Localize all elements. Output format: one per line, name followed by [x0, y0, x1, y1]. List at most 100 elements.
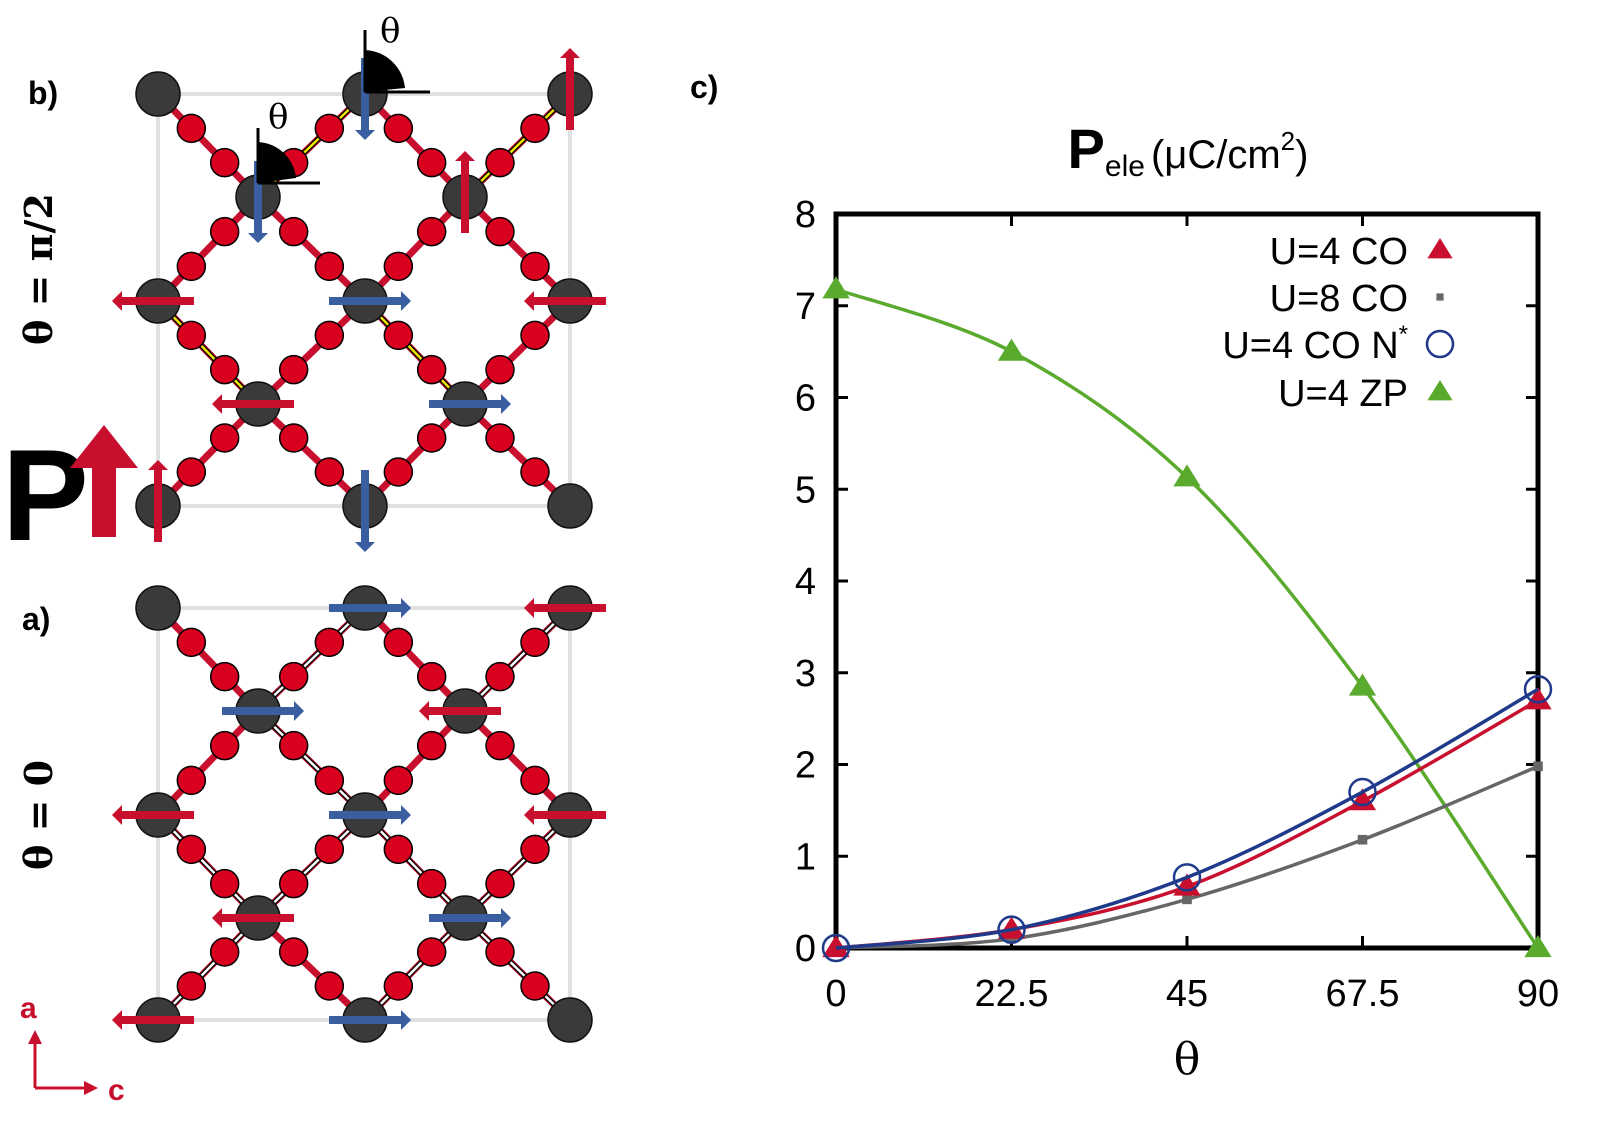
series-1	[822, 687, 1552, 958]
bond	[362, 708, 468, 818]
oxygen-atom	[520, 251, 550, 282]
x-axis: 0 22.5 45 67.5 90	[825, 214, 1559, 1015]
oxygen-atom	[383, 834, 414, 865]
spin-head	[148, 460, 168, 470]
bond	[255, 298, 368, 407]
spin-head	[419, 701, 429, 721]
oxygen-atom	[485, 423, 515, 453]
bond	[362, 194, 468, 304]
oxygen-atom	[485, 354, 515, 385]
data-point	[1357, 834, 1368, 845]
spin-arrows	[112, 48, 606, 552]
oxygen-atom	[314, 971, 345, 1001]
oxygen-atom	[176, 834, 207, 865]
bond	[155, 91, 261, 200]
spin-head	[524, 598, 534, 618]
oxygen-atom	[383, 320, 414, 351]
data-point	[1172, 863, 1202, 892]
oxygen-atom	[209, 354, 240, 385]
oxygen-atoms	[176, 627, 550, 1001]
oxygen-atom	[520, 971, 550, 1001]
polarization-letter: P	[2, 422, 89, 568]
plot-frame	[833, 211, 1541, 951]
spin-head	[212, 908, 222, 928]
oxygen-atoms	[176, 113, 550, 487]
oxygen-atom	[176, 765, 207, 796]
data-point	[1006, 934, 1017, 944]
oxygen-atom	[485, 661, 515, 692]
y-tick-label: 1	[795, 836, 816, 878]
bond	[362, 401, 468, 509]
zigzag-line	[157, 300, 259, 405]
bond	[255, 915, 368, 1023]
oxygen-atom	[314, 251, 345, 282]
oxygen-atom	[520, 457, 550, 487]
oxygen-atom	[383, 113, 414, 144]
oxygen-atom	[209, 937, 240, 967]
legend: U=4 COU=8 COU=4 CO N*U=4 ZP	[1222, 231, 1455, 415]
legend-label: U=4 CO N*	[1222, 321, 1408, 367]
spin-head	[524, 805, 534, 825]
y-tick-label: 7	[795, 286, 816, 328]
oxygen-atom	[314, 113, 345, 144]
data-point	[1524, 935, 1552, 958]
angle-annotation-top	[363, 30, 430, 94]
spin-head	[501, 908, 511, 928]
zigzag-line	[364, 300, 466, 405]
panel-b-label: b)	[28, 75, 58, 111]
data-point	[1348, 788, 1377, 811]
series-layer	[821, 276, 1553, 963]
y-tick-label: 6	[795, 378, 816, 420]
data-point	[822, 935, 850, 958]
oxygen-atom	[176, 627, 207, 658]
data-point	[822, 276, 850, 299]
oxygen-atom	[485, 730, 515, 761]
chart-title-sub: ele	[1105, 150, 1145, 183]
legend-label: U=4 CO	[1270, 231, 1408, 273]
y-tick-label: 8	[795, 194, 816, 236]
panel-b-side-label: θ = π/2	[16, 193, 61, 345]
oxygen-atom	[520, 834, 550, 865]
spin-head	[560, 48, 580, 58]
oxygen-atom	[278, 661, 309, 692]
oxygen-atom	[416, 937, 447, 967]
bond	[155, 401, 261, 509]
bond	[155, 194, 261, 304]
x-tick-label: 67.5	[1326, 973, 1400, 1015]
panel-c-label: c)	[690, 69, 718, 105]
bond	[462, 194, 573, 304]
legend-label-text: U=4 CO N	[1222, 325, 1398, 367]
metal-atom	[547, 483, 593, 529]
oxygen-atom	[314, 320, 345, 351]
spin-head	[455, 151, 475, 161]
bond	[155, 605, 261, 714]
oxygen-atom	[383, 971, 414, 1001]
x-axis-title: θ	[1174, 1034, 1201, 1085]
bond	[155, 708, 261, 818]
legend-label-text: U=4 CO	[1270, 231, 1408, 273]
oxygen-atom	[485, 147, 515, 178]
bond	[362, 91, 468, 200]
legend-marker	[1425, 329, 1455, 359]
spin-head	[501, 394, 511, 414]
spin-head	[112, 805, 122, 825]
series-line	[835, 698, 1539, 950]
panel-a-side-label: θ = 0	[16, 760, 61, 870]
crystal-structure-a	[112, 585, 606, 1043]
bond	[255, 194, 368, 304]
oxygen-atom	[176, 457, 207, 487]
oxygen-atom	[416, 216, 447, 247]
spin-head	[248, 233, 268, 243]
oxygen-atom	[383, 251, 414, 282]
oxygen-atom	[209, 868, 240, 899]
crystal-structure-b	[112, 48, 606, 552]
series-4	[822, 276, 1552, 958]
angle-annotation-mid	[256, 128, 320, 185]
series-line	[835, 687, 1539, 950]
spin-head	[355, 542, 375, 552]
data-point	[1173, 873, 1201, 896]
oxygen-atom	[209, 147, 240, 178]
spin-arrows	[112, 598, 606, 1030]
zigzag-line	[464, 607, 571, 712]
